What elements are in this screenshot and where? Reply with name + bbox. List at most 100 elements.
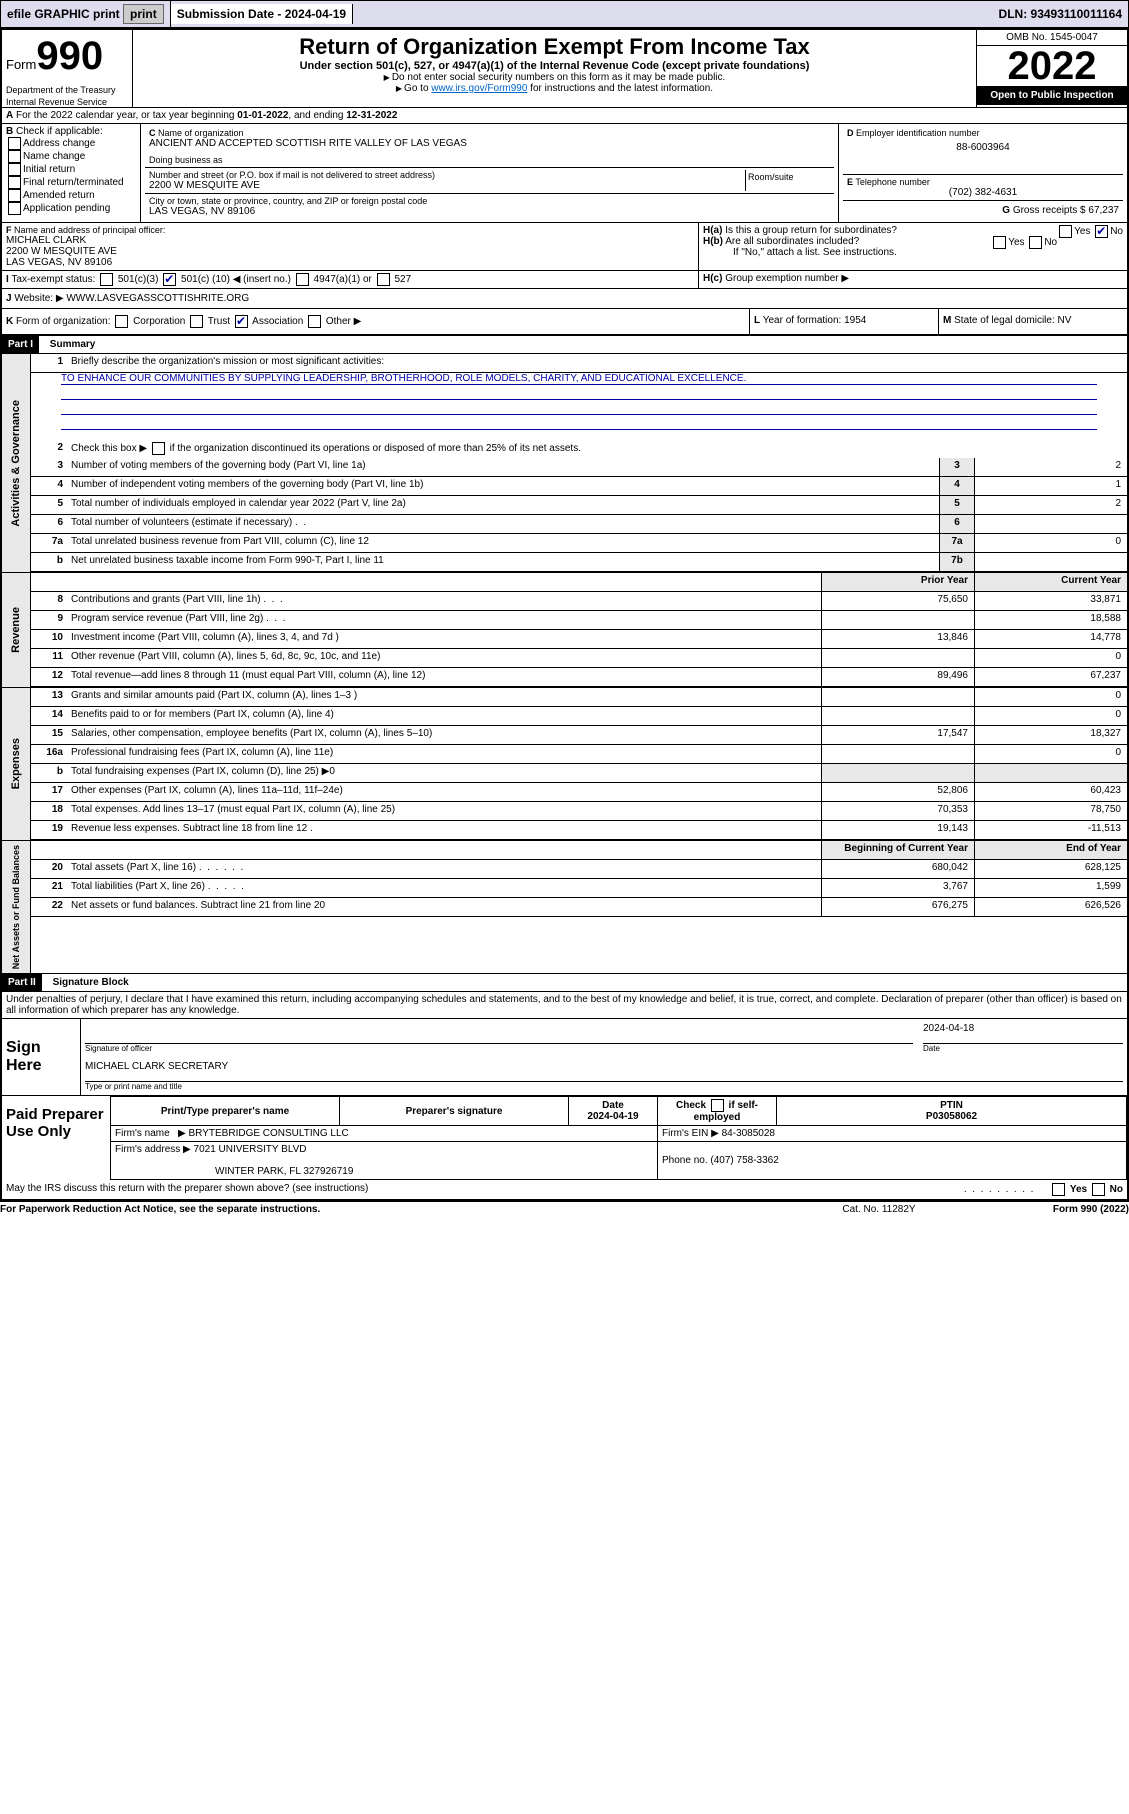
section-d-label: D Employer identification number [847, 128, 1119, 138]
cb-ha-no[interactable] [1095, 225, 1108, 238]
street: 2200 W MESQUITE AVE [149, 180, 745, 191]
data-row: 17Other expenses (Part IX, column (A), l… [31, 783, 1127, 802]
form-page: Form 990 (2022) [979, 1204, 1129, 1215]
data-row: 9Program service revenue (Part VIII, lin… [31, 611, 1127, 630]
sign-here: Sign Here [2, 1019, 80, 1095]
website-label: Website: [14, 293, 53, 304]
irs-discuss: May the IRS discuss this return with the… [6, 1183, 368, 1196]
dept-treasury: Department of the Treasury [2, 83, 132, 97]
paid-preparer-title: Paid Preparer Use Only [2, 1096, 110, 1180]
cb-assoc[interactable] [235, 315, 248, 328]
form-subtitle: Under section 501(c), 527, or 4947(a)(1)… [137, 60, 972, 72]
cb-trust[interactable] [190, 315, 203, 328]
form-label: Form990 [2, 30, 132, 83]
section-rev-label: Revenue [8, 603, 24, 657]
data-row: 18Total expenses. Add lines 13–17 (must … [31, 802, 1127, 821]
cb-discontinued[interactable] [152, 442, 165, 455]
part1-label: Part I [2, 336, 39, 353]
cb-ha-yes[interactable] [1059, 225, 1072, 238]
city: LAS VEGAS, NV 89106 [149, 206, 830, 217]
cb-irs-yes[interactable] [1052, 1183, 1065, 1196]
cb-pending[interactable]: Application pending [6, 202, 136, 215]
mission-line3 [61, 400, 1097, 415]
cb-final-return[interactable]: Final return/terminated [6, 176, 136, 189]
paperwork-notice: For Paperwork Reduction Act Notice, see … [0, 1204, 779, 1215]
hb-note: If "No," attach a list. See instructions… [703, 247, 1123, 258]
officer-name: MICHAEL CLARK [6, 235, 694, 246]
cb-initial-return[interactable]: Initial return [6, 163, 136, 176]
data-row: 22Net assets or fund balances. Subtract … [31, 898, 1127, 917]
cb-527[interactable] [377, 273, 390, 286]
name-title-label: Type or print name and title [85, 1082, 1123, 1091]
data-row: 16aProfessional fundraising fees (Part I… [31, 745, 1127, 764]
cat-no: Cat. No. 11282Y [779, 1204, 979, 1215]
cb-address-change[interactable]: Address change [6, 137, 136, 150]
section-c-label: C Name of organization [149, 128, 830, 138]
part2-title: Signature Block [45, 977, 129, 988]
cb-irs-no[interactable] [1092, 1183, 1105, 1196]
section-m: M State of legal domicile: NV [938, 309, 1127, 334]
section-f-label: F Name and address of principal officer: [6, 225, 694, 235]
hdr-end-year: End of Year [974, 841, 1127, 859]
data-row: 12Total revenue—add lines 8 through 11 (… [31, 668, 1127, 687]
preparer-table: Print/Type preparer's name Preparer's si… [110, 1096, 1127, 1180]
form-number: 990 [36, 34, 103, 78]
section-ha: H(a) Is this a group return for subordin… [703, 225, 1123, 236]
note-goto: Go to www.irs.gov/Form990 for instructio… [137, 83, 972, 94]
form-title: Return of Organization Exempt From Incom… [137, 34, 972, 60]
data-row: 8Contributions and grants (Part VIII, li… [31, 592, 1127, 611]
cb-hb-yes[interactable] [993, 236, 1006, 249]
q2: Check this box ▶ if the organization dis… [67, 440, 1127, 458]
cb-hb-no[interactable] [1029, 236, 1042, 249]
cb-501c[interactable] [163, 273, 176, 286]
dba-label: Doing business as [149, 155, 830, 165]
org-name: ANCIENT AND ACCEPTED SCOTTISH RITE VALLE… [149, 138, 830, 149]
data-row: 15Salaries, other compensation, employee… [31, 726, 1127, 745]
irs-link[interactable]: www.irs.gov/Form990 [431, 83, 527, 94]
q1: Briefly describe the organization's miss… [67, 354, 1127, 372]
data-row: 21Total liabilities (Part X, line 26) . … [31, 879, 1127, 898]
hdr-current-year: Current Year [974, 573, 1127, 591]
data-row: 19Revenue less expenses. Subtract line 1… [31, 821, 1127, 840]
gov-row: 5Total number of individuals employed in… [31, 496, 1127, 515]
gov-row: 3Number of voting members of the governi… [31, 458, 1127, 477]
part1-title: Summary [42, 339, 96, 350]
data-row: 11Other revenue (Part VIII, column (A), … [31, 649, 1127, 668]
gov-row: 4Number of independent voting members of… [31, 477, 1127, 496]
irs-label: Internal Revenue Service [2, 97, 132, 107]
section-g: G Gross receipts $ 67,237 [843, 201, 1123, 220]
officer-signature[interactable] [85, 1023, 913, 1044]
city-label: City or town, state or province, country… [149, 196, 830, 206]
note-ssn: Do not enter social security numbers on … [137, 72, 972, 83]
hdr-begin-year: Beginning of Current Year [821, 841, 974, 859]
print-button[interactable]: print [123, 4, 164, 24]
section-a: A For the 2022 calendar year, or tax yea… [2, 108, 1127, 124]
tax-year: 2022 [977, 46, 1127, 86]
sig-date-label: Date [923, 1044, 1123, 1053]
website-url: WWW.LASVEGASSCOTTISHRITE.ORG [66, 293, 249, 304]
gov-row: 7aTotal unrelated business revenue from … [31, 534, 1127, 553]
data-row: 13Grants and similar amounts paid (Part … [31, 688, 1127, 707]
cb-501c3[interactable] [100, 273, 113, 286]
cb-amended[interactable]: Amended return [6, 189, 136, 202]
room-suite: Room/suite [745, 170, 830, 191]
telephone: (702) 382-4631 [847, 187, 1119, 198]
top-bar: efile GRAPHIC print print Submission Dat… [0, 0, 1129, 28]
section-i: I Tax-exempt status: 501(c)(3) 501(c) (1… [2, 271, 698, 288]
cb-4947[interactable] [296, 273, 309, 286]
cb-corp[interactable] [115, 315, 128, 328]
section-hc: H(c) Group exemption number ▶ [698, 271, 1127, 288]
hdr-prior-year: Prior Year [821, 573, 974, 591]
ein: 88-6003964 [847, 142, 1119, 153]
section-gov-label: Activities & Governance [8, 396, 24, 531]
street-label: Number and street (or P.O. box if mail i… [149, 170, 745, 180]
cb-other[interactable] [308, 315, 321, 328]
cb-self-employed[interactable]: Check if self-employed [658, 1097, 777, 1126]
mission-text: TO ENHANCE OUR COMMUNITIES BY SUPPLYING … [61, 373, 1097, 385]
data-row: 10Investment income (Part VIII, column (… [31, 630, 1127, 649]
cb-name-change[interactable]: Name change [6, 150, 136, 163]
officer-addr2: LAS VEGAS, NV 89106 [6, 257, 694, 268]
section-na-label: Net Assets or Fund Balances [9, 841, 23, 973]
mission-line2 [61, 385, 1097, 400]
section-l: L Year of formation: 1954 [749, 309, 938, 334]
